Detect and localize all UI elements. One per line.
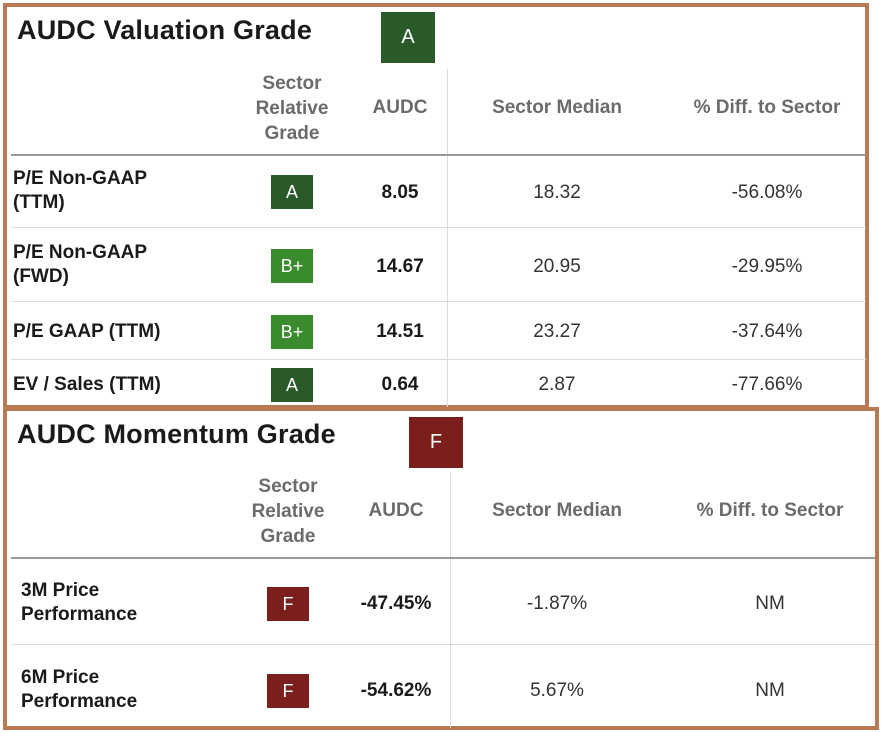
valuation-header-ticker: AUDC: [372, 97, 428, 118]
valuation-row-pct-diff: -37.64%: [731, 321, 803, 342]
momentum-title: AUDC Momentum Grade: [17, 419, 336, 449]
valuation-row-pct-diff: -29.95%: [731, 256, 803, 277]
momentum-grade-panel: AUDC Momentum Grade F Sector Relative Gr…: [3, 407, 879, 730]
momentum-row-value: -54.62%: [360, 680, 432, 701]
momentum-row-value: -47.45%: [360, 593, 432, 614]
valuation-row-sector-median: 2.87: [538, 374, 576, 395]
valuation-row-label: P/E Non-GAAP (TTM): [13, 168, 148, 213]
valuation-row-label: P/E Non-GAAP (FWD): [13, 242, 148, 287]
valuation-divider: [447, 69, 448, 409]
valuation-row-grade-badge: A: [271, 175, 313, 209]
valuation-row-pct-diff: -56.08%: [731, 182, 803, 203]
row-divider: [11, 359, 866, 360]
momentum-header-sector-median: Sector Median: [492, 500, 622, 521]
valuation-row-grade-badge: A: [271, 368, 313, 402]
valuation-overall-grade-badge: A: [381, 12, 435, 63]
valuation-header-sector-relative-grade: Sector Relative Grade: [255, 73, 329, 144]
valuation-row-sector-median: 23.27: [533, 321, 581, 342]
valuation-header-rule: [11, 154, 866, 156]
row-divider: [11, 227, 866, 228]
momentum-header-ticker: AUDC: [368, 500, 424, 521]
momentum-divider: [450, 473, 451, 728]
valuation-row-pct-diff: -77.66%: [731, 374, 803, 395]
valuation-title-row: AUDC Valuation Grade: [17, 15, 312, 46]
valuation-title: AUDC Valuation Grade: [17, 15, 313, 45]
momentum-header-pct-diff: % Diff. to Sector: [696, 500, 844, 521]
valuation-row-label: P/E GAAP (TTM): [13, 321, 161, 342]
momentum-row-pct-diff: NM: [755, 593, 785, 614]
valuation-row-value: 0.64: [381, 374, 419, 395]
momentum-title-row: AUDC Momentum Grade: [17, 419, 336, 450]
momentum-header-rule: [11, 557, 875, 559]
valuation-row-grade-badge: B+: [271, 315, 313, 349]
momentum-row-pct-diff: NM: [755, 680, 785, 701]
momentum-row-grade-badge: F: [267, 587, 309, 621]
valuation-row-label: EV / Sales (TTM): [13, 374, 161, 395]
momentum-overall-grade-badge: F: [409, 417, 463, 468]
momentum-header-sector-relative-grade: Sector Relative Grade: [251, 476, 325, 547]
valuation-grade-panel: AUDC Valuation Grade A Sector Relative G…: [3, 3, 869, 409]
row-divider: [11, 301, 866, 302]
valuation-row-value: 14.67: [376, 256, 424, 277]
momentum-row-grade-badge: F: [267, 674, 309, 708]
valuation-header-pct-diff: % Diff. to Sector: [693, 97, 841, 118]
momentum-row-label: 6M Price Performance: [21, 667, 138, 712]
valuation-row-value: 8.05: [381, 182, 419, 203]
row-divider: [11, 644, 875, 645]
valuation-row-sector-median: 20.95: [533, 256, 581, 277]
valuation-row-sector-median: 18.32: [533, 182, 581, 203]
valuation-header-sector-median: Sector Median: [492, 97, 622, 118]
momentum-row-sector-median: 5.67%: [530, 680, 584, 701]
valuation-row-value: 14.51: [376, 321, 424, 342]
momentum-row-sector-median: -1.87%: [526, 593, 588, 614]
momentum-row-label: 3M Price Performance: [21, 580, 138, 625]
valuation-row-grade-badge: B+: [271, 249, 313, 283]
